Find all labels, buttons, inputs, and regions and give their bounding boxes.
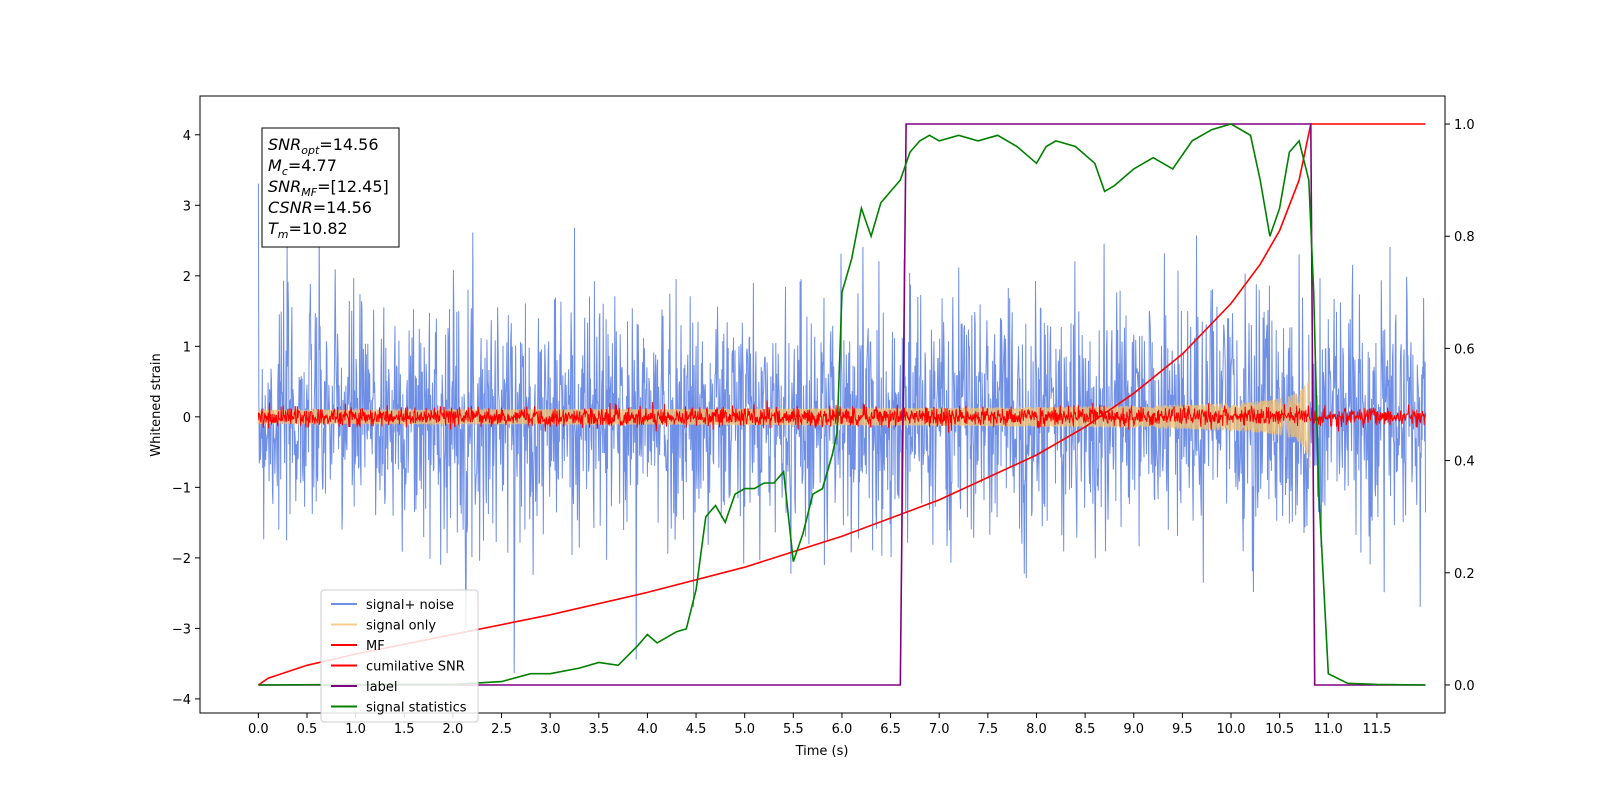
stats-annotation-box: SNRopt=14.56Mc=4.77SNRMF=[12.45]CSNR=14.… [261, 127, 400, 248]
x-axis-title: Time (s) [795, 744, 849, 759]
y2-tick-label: 1.0 [1454, 118, 1475, 133]
x-tick-label: 5.0 [734, 722, 755, 737]
x-tick-label: 7.0 [929, 722, 950, 737]
annotation-symbol: M [268, 156, 282, 175]
annotation-symbol: SNR [268, 135, 301, 154]
series-line-label [258, 123, 1426, 686]
x-axis: 0.0 0.5 1.0 1.5 2.0 2.5 3.0 3.5 4.0 4.5 5.0 5.5 6.0 6… [248, 713, 1391, 737]
y2-tick-label: 0.8 [1454, 230, 1475, 245]
x-tick-label: 5.5 [783, 722, 804, 737]
x-tick-label: 0.5 [297, 722, 318, 737]
y-tick-label: −2 [172, 552, 191, 567]
x-tick-label: 8.5 [1075, 722, 1096, 737]
legend-entry: label [366, 680, 397, 695]
x-tick-label: 6.0 [832, 722, 853, 737]
series-line-mf [257, 400, 1426, 433]
y-tick-label: 0 [183, 411, 191, 426]
annotation-line: Mc=4.77 [268, 156, 337, 178]
annotation-subscript: m [278, 228, 289, 241]
legend: signal+ noise signal only MF cumilative SNR… [320, 589, 479, 723]
plot-frame [199, 95, 1446, 714]
annotation-value: =10.82 [289, 219, 348, 238]
y-tick-label: −1 [172, 481, 191, 496]
annotation-value: =14.56 [313, 198, 372, 217]
y2-tick-label: 0.4 [1454, 455, 1475, 470]
annotation-subscript: c [282, 165, 288, 178]
x-tick-label: 4.5 [686, 722, 707, 737]
annotation-value: =4.77 [288, 156, 337, 175]
x-tick-label: 6.5 [880, 722, 901, 737]
x-tick-label: 3.0 [540, 722, 561, 737]
y-axis-right: 1.0 0.8 0.6 0.4 0.2 0.0 [1445, 118, 1475, 694]
annotation-symbol: SNR [268, 177, 301, 196]
x-tick-label: 4.0 [637, 722, 658, 737]
annotation-value: =[12.45] [317, 177, 389, 196]
x-tick-label: 8.0 [1026, 722, 1047, 737]
annotation-line: CSNR=14.56 [268, 198, 372, 217]
x-tick-label: 11.5 [1362, 722, 1391, 737]
y-tick-label: 4 [183, 129, 191, 144]
x-tick-label: 3.5 [588, 722, 609, 737]
legend-entry: cumilative SNR [366, 660, 465, 675]
annotation-line: Tm=10.82 [268, 219, 348, 241]
y-tick-label: −4 [172, 693, 191, 708]
legend-frame [320, 589, 479, 723]
legend-entry: signal+ noise [366, 598, 454, 613]
x-tick-label: 10.5 [1265, 722, 1294, 737]
y-tick-label: 3 [183, 199, 191, 214]
annotation-symbol: CSNR [268, 198, 313, 217]
annotation-subscript: MF [301, 186, 317, 199]
y2-tick-label: 0.2 [1454, 567, 1475, 582]
x-tick-label: 1.5 [394, 722, 415, 737]
annotation-frame [261, 127, 400, 248]
y-axis-title: Whitened strain [149, 353, 164, 456]
y2-tick-label: 0.6 [1454, 342, 1475, 357]
series-line-signal-noise [257, 183, 1426, 674]
x-tick-label: 0.0 [248, 722, 269, 737]
x-tick-label: 9.5 [1172, 722, 1193, 737]
x-tick-label: 2.0 [443, 722, 464, 737]
legend-entry: signal statistics [366, 701, 467, 716]
x-tick-label: 11.0 [1314, 722, 1343, 737]
y-tick-label: 2 [183, 270, 191, 285]
x-tick-label: 10.0 [1217, 722, 1246, 737]
x-tick-label: 9.0 [1123, 722, 1144, 737]
legend-entry: MF [366, 639, 385, 654]
annotation-symbol: T [268, 219, 279, 238]
annotation-value: =14.56 [319, 135, 378, 154]
x-tick-label: 2.5 [491, 722, 512, 737]
x-tick-label: 1.0 [345, 722, 366, 737]
y2-tick-label: 0.0 [1454, 679, 1475, 694]
series-line-signal-statistics [258, 123, 1426, 686]
y-axis-left: 4 3 2 1 0 −1 −2 −3 −4 [172, 129, 200, 708]
legend-entry: signal only [366, 619, 436, 634]
annotation-line: SNRMF=[12.45] [268, 177, 389, 199]
y-tick-label: 1 [183, 340, 191, 355]
y-tick-label: −3 [172, 622, 191, 637]
x-tick-label: 7.5 [978, 722, 999, 737]
annotation-subscript: opt [301, 144, 320, 157]
annotation-line: SNRopt=14.56 [268, 135, 379, 157]
